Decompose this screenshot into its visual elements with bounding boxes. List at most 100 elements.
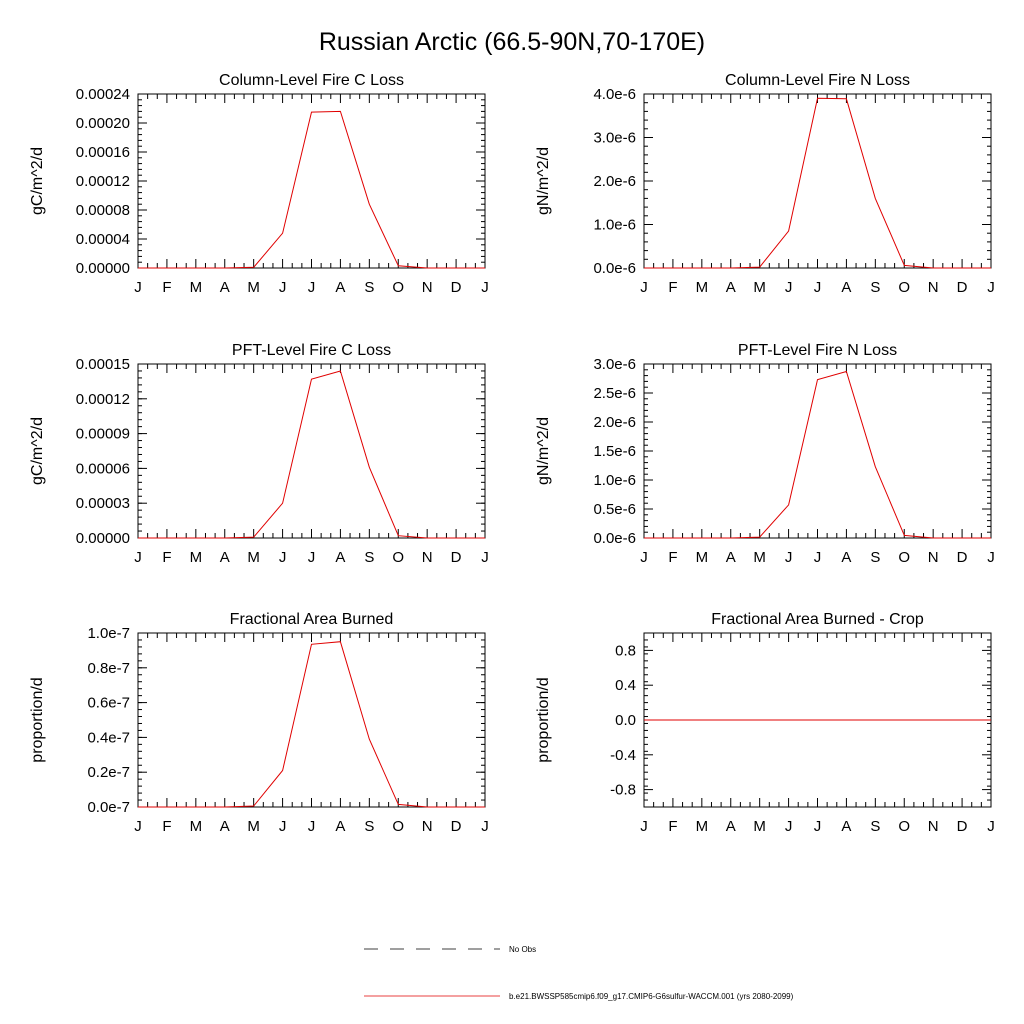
series-line-1 bbox=[138, 641, 485, 808]
x-tick-label: M bbox=[190, 818, 203, 835]
x-tick-label: J bbox=[279, 549, 287, 566]
x-tick-label: O bbox=[392, 549, 404, 566]
x-tick-label: J bbox=[481, 818, 489, 835]
x-tick-label: F bbox=[668, 818, 677, 835]
y-tick-label: 0.8 bbox=[615, 642, 636, 659]
x-tick-label: J bbox=[785, 279, 793, 296]
x-tick-label: J bbox=[308, 818, 316, 835]
x-tick-label: M bbox=[696, 549, 709, 566]
x-tick-label: J bbox=[785, 818, 793, 835]
y-tick-label: -0.8 bbox=[610, 782, 636, 799]
panel-title: Fractional Area Burned - Crop bbox=[711, 611, 924, 628]
x-tick-label: A bbox=[220, 279, 230, 296]
x-tick-label: F bbox=[162, 549, 171, 566]
x-tick-label: O bbox=[898, 549, 910, 566]
panel-title: PFT-Level Fire N Loss bbox=[738, 342, 897, 359]
x-tick-label: J bbox=[987, 549, 995, 566]
legend-obs-label: No Obs bbox=[509, 945, 536, 954]
x-tick-label: J bbox=[481, 279, 489, 296]
y-tick-label: 0.6e-7 bbox=[87, 695, 130, 712]
x-tick-label: J bbox=[308, 549, 316, 566]
y-tick-label: 2.0e-6 bbox=[593, 414, 636, 431]
x-tick-label: J bbox=[785, 549, 793, 566]
x-tick-label: J bbox=[134, 818, 142, 835]
x-tick-label: A bbox=[841, 818, 851, 835]
x-tick-label: O bbox=[392, 279, 404, 296]
x-tick-label: J bbox=[134, 549, 142, 566]
x-tick-label: O bbox=[898, 818, 910, 835]
y-tick-label: 0.00015 bbox=[76, 356, 130, 373]
x-tick-label: F bbox=[668, 549, 677, 566]
y-axis-label: proportion/d bbox=[29, 677, 46, 762]
x-tick-label: J bbox=[814, 549, 822, 566]
x-tick-label: A bbox=[335, 279, 345, 296]
y-tick-label: 3.0e-6 bbox=[593, 356, 636, 373]
x-tick-label: O bbox=[898, 279, 910, 296]
x-tick-label: S bbox=[870, 279, 880, 296]
panel-title: Column-Level Fire N Loss bbox=[725, 72, 910, 89]
y-tick-label: 0.0 bbox=[615, 712, 636, 729]
x-tick-label: J bbox=[640, 818, 648, 835]
series-line-1 bbox=[644, 370, 991, 539]
y-tick-label: 1.0e-6 bbox=[593, 472, 636, 489]
x-tick-label: D bbox=[451, 818, 462, 835]
y-tick-label: 0.00000 bbox=[76, 260, 130, 277]
y-tick-label: 1.0e-6 bbox=[593, 217, 636, 234]
figure-title: Russian Arctic (66.5-90N,70-170E) bbox=[319, 28, 705, 56]
x-tick-label: D bbox=[957, 279, 968, 296]
y-tick-label: 0.0e-6 bbox=[593, 530, 636, 547]
legend-model-label: b.e21.BWSSP585cmip6.f09_g17.CMIP6-G6sulf… bbox=[509, 992, 794, 1001]
y-tick-label: 0.8e-7 bbox=[87, 660, 130, 677]
x-tick-label: A bbox=[335, 549, 345, 566]
x-tick-label: A bbox=[220, 549, 230, 566]
y-tick-label: -0.4 bbox=[610, 747, 636, 764]
x-tick-label: A bbox=[726, 279, 736, 296]
x-tick-label: M bbox=[247, 818, 260, 835]
x-tick-label: N bbox=[928, 279, 939, 296]
x-tick-label: J bbox=[279, 818, 287, 835]
plot-frame bbox=[137, 363, 486, 539]
y-axis-label: gC/m^2/d bbox=[29, 417, 46, 485]
y-axis-label: gC/m^2/d bbox=[29, 147, 46, 215]
y-tick-label: 0.0e-6 bbox=[593, 260, 636, 277]
y-tick-label: 0.00006 bbox=[76, 460, 130, 477]
x-tick-label: M bbox=[696, 279, 709, 296]
panel-title: Fractional Area Burned bbox=[230, 611, 394, 628]
panel-title: Column-Level Fire C Loss bbox=[219, 72, 404, 89]
x-tick-label: M bbox=[190, 549, 203, 566]
x-tick-label: J bbox=[814, 279, 822, 296]
series-line-1 bbox=[138, 370, 485, 539]
plot-frame bbox=[137, 632, 486, 808]
x-tick-label: D bbox=[451, 279, 462, 296]
x-tick-label: S bbox=[364, 279, 374, 296]
y-tick-label: 0.4e-7 bbox=[87, 729, 130, 746]
x-tick-label: S bbox=[364, 818, 374, 835]
x-tick-label: J bbox=[134, 279, 142, 296]
panel-title: PFT-Level Fire C Loss bbox=[232, 342, 391, 359]
y-tick-label: 0.00012 bbox=[76, 173, 130, 190]
x-tick-label: A bbox=[841, 279, 851, 296]
x-tick-label: F bbox=[668, 279, 677, 296]
y-axis-label: gN/m^2/d bbox=[535, 147, 552, 215]
x-tick-label: F bbox=[162, 818, 171, 835]
x-tick-label: A bbox=[841, 549, 851, 566]
x-tick-label: M bbox=[753, 549, 766, 566]
x-tick-label: N bbox=[422, 279, 433, 296]
series-line-1 bbox=[644, 97, 991, 269]
y-tick-label: 0.0e-7 bbox=[87, 799, 130, 816]
x-tick-label: S bbox=[364, 549, 374, 566]
x-tick-label: J bbox=[279, 279, 287, 296]
x-tick-label: J bbox=[481, 549, 489, 566]
y-tick-label: 0.00008 bbox=[76, 202, 130, 219]
legend: No Obs b.e21.BWSSP585cmip6.f09_g17.CMIP6… bbox=[364, 945, 794, 1001]
y-axis-label: gN/m^2/d bbox=[535, 417, 552, 485]
x-tick-label: J bbox=[814, 818, 822, 835]
y-tick-label: 0.00004 bbox=[76, 231, 130, 248]
y-tick-label: 0.00009 bbox=[76, 426, 130, 443]
x-tick-label: O bbox=[392, 818, 404, 835]
